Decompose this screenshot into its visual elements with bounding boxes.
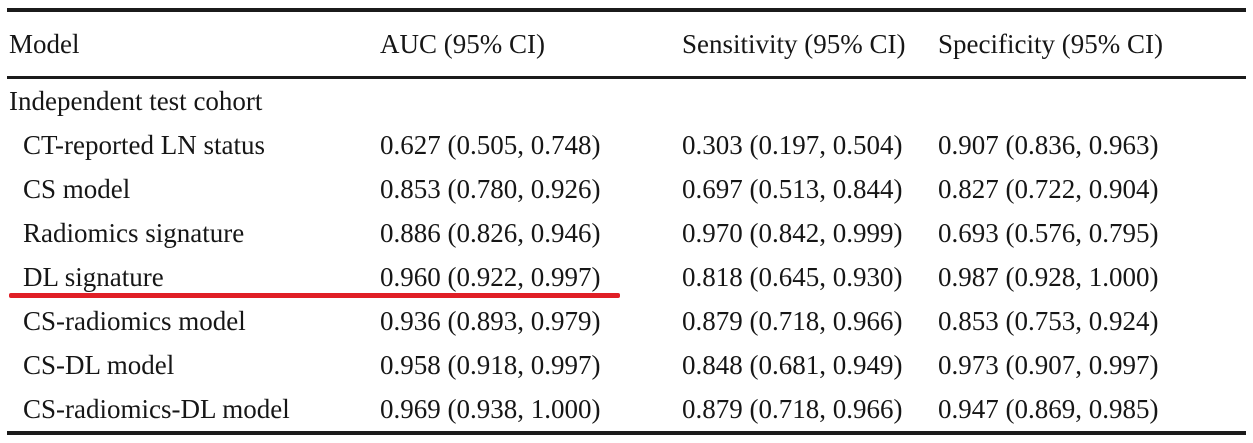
table-row: CS model 0.853 (0.780, 0.926) 0.697 (0.5… [7,167,1246,211]
column-header-specificity: Specificity (95% CI) [938,10,1246,79]
table-row: CS-radiomics-DL model 0.969 (0.938, 1.00… [7,387,1246,433]
cell-auc: 0.960 (0.922, 0.997) [380,261,601,292]
cell-model: DL signature [23,261,164,292]
table-row: CS-DL model 0.958 (0.918, 0.997) 0.848 (… [7,343,1246,387]
cell-auc: 0.886 (0.826, 0.946) [380,217,601,248]
cell-sensitivity: 0.970 (0.842, 0.999) [682,217,903,248]
results-table: Model AUC (95% CI) Sensitivity (95% CI) … [7,8,1246,435]
column-header-model: Model [7,10,380,79]
cell-specificity: 0.947 (0.869, 0.985) [938,393,1159,424]
table-row: CT-reported LN status 0.627 (0.505, 0.74… [7,123,1246,167]
red-annotation-underline [9,293,620,298]
table-row: CS-radiomics model 0.936 (0.893, 0.979) … [7,299,1246,343]
cell-model: CS-radiomics model [23,305,246,336]
cell-sensitivity: 0.818 (0.645, 0.930) [682,261,903,292]
table-header-row: Model AUC (95% CI) Sensitivity (95% CI) … [7,10,1246,79]
cell-sensitivity: 0.303 (0.197, 0.504) [682,129,903,160]
section-label: Independent test cohort [9,85,263,116]
cell-specificity: 0.907 (0.836, 0.963) [938,129,1159,160]
table-row-dl-signature-highlighted: DL signature 0.960 (0.922, 0.997) 0.818 … [7,255,1246,299]
cell-specificity: 0.827 (0.722, 0.904) [938,173,1159,204]
cell-auc: 0.969 (0.938, 1.000) [380,393,601,424]
cell-auc: 0.936 (0.893, 0.979) [380,305,601,336]
column-header-auc: AUC (95% CI) [380,10,682,79]
cell-specificity: 0.853 (0.753, 0.924) [938,305,1159,336]
cell-auc: 0.853 (0.780, 0.926) [380,173,601,204]
cell-auc: 0.958 (0.918, 0.997) [380,349,601,380]
cell-specificity: 0.973 (0.907, 0.997) [938,349,1159,380]
section-row: Independent test cohort [7,78,1246,124]
cell-model: CS-radiomics-DL model [23,393,290,424]
cell-model: CS-DL model [23,349,175,380]
cell-specificity: 0.693 (0.576, 0.795) [938,217,1159,248]
cell-auc: 0.627 (0.505, 0.748) [380,129,601,160]
cell-model: CS model [23,173,131,204]
cell-specificity: 0.987 (0.928, 1.000) [938,261,1159,292]
cell-sensitivity: 0.697 (0.513, 0.844) [682,173,903,204]
cell-model: Radiomics signature [23,217,245,248]
column-header-sensitivity: Sensitivity (95% CI) [682,10,938,79]
cell-sensitivity: 0.848 (0.681, 0.949) [682,349,903,380]
cell-sensitivity: 0.879 (0.718, 0.966) [682,393,903,424]
cell-model: CT-reported LN status [23,129,265,160]
cell-sensitivity: 0.879 (0.718, 0.966) [682,305,903,336]
table-row: Radiomics signature 0.886 (0.826, 0.946)… [7,211,1246,255]
